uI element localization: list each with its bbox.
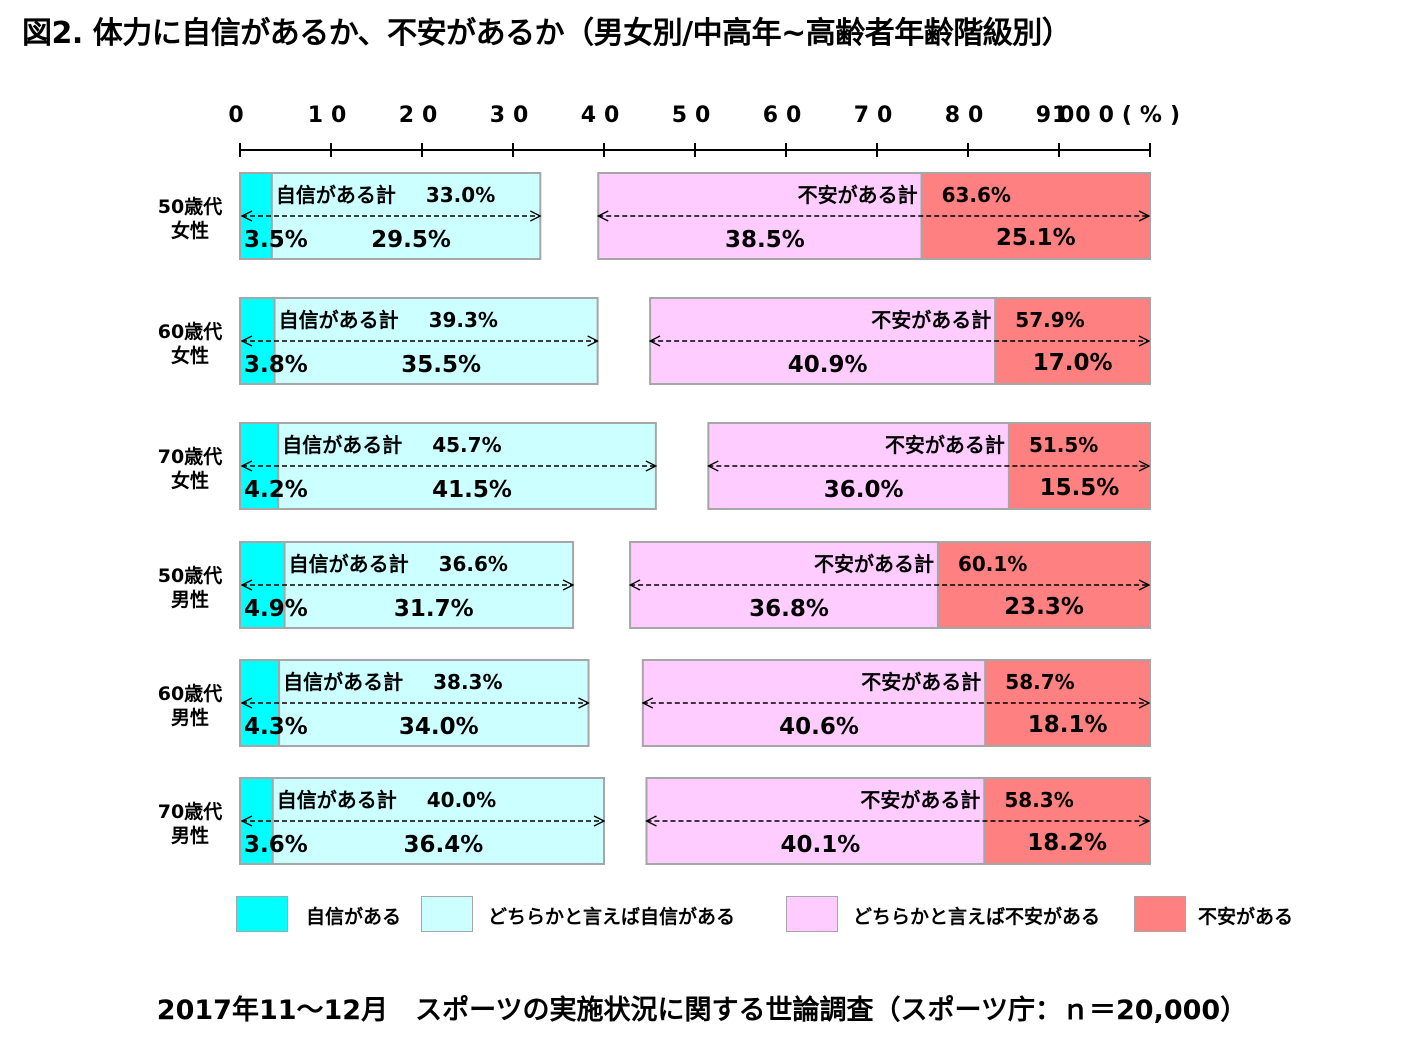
value-label-somewhat-anxious: 36.0% xyxy=(824,477,904,503)
x-tick-label: 90 xyxy=(1036,103,1083,128)
x-tick-label: 40 xyxy=(581,103,628,128)
value-label-somewhat-confident: 31.7% xyxy=(394,596,474,622)
value-label-somewhat-confident: 41.5% xyxy=(432,477,512,503)
anxious-total-label: 不安がある計 xyxy=(798,183,918,207)
value-label-somewhat-anxious: 40.9% xyxy=(788,352,868,378)
value-label-confident: 4.3% xyxy=(244,714,308,740)
anxious-total-value: 63.6% xyxy=(942,183,1011,207)
category-label: 70歳代 xyxy=(158,801,222,823)
anxious-total-label: 不安がある計 xyxy=(814,552,934,576)
value-label-anxious: 25.1% xyxy=(996,225,1076,251)
category-label: 女性 xyxy=(171,469,209,492)
legend-label: 自信がある xyxy=(306,906,402,928)
x-tick-label: 70 xyxy=(854,103,901,128)
category-label: 50歳代 xyxy=(158,196,222,218)
x-tick-label: 0 xyxy=(228,103,251,128)
category-label: 女性 xyxy=(171,344,209,367)
confident-total-value: 38.3% xyxy=(433,670,502,694)
legend-swatch xyxy=(421,896,473,932)
x-tick-label: 30 xyxy=(490,103,537,128)
legend-label: どちらかと言えば自信がある xyxy=(488,906,736,928)
category-label: 男性 xyxy=(171,706,209,729)
x-tick-label: 80 xyxy=(945,103,992,128)
anxious-total-value: 51.5% xyxy=(1029,433,1098,457)
value-label-somewhat-confident: 35.5% xyxy=(401,352,481,378)
legend-swatch xyxy=(1134,896,1186,932)
legend: 自信がある どちらかと言えば自信がある どちらかと言えば不安がある 不安がある xyxy=(236,893,1396,937)
category-label: 60歳代 xyxy=(158,683,222,705)
anxious-total-label: 不安がある計 xyxy=(861,670,981,694)
legend-label: 不安がある xyxy=(1198,906,1294,928)
x-tick-label: 20 xyxy=(399,103,446,128)
value-label-somewhat-confident: 36.4% xyxy=(403,832,483,858)
legend-swatch xyxy=(786,896,838,932)
value-label-anxious: 15.5% xyxy=(1040,475,1120,501)
value-label-confident: 3.6% xyxy=(244,832,308,858)
confident-total-label: 自信がある計 xyxy=(283,670,403,694)
value-label-confident: 4.2% xyxy=(244,477,308,503)
value-label-somewhat-anxious: 38.5% xyxy=(725,227,805,253)
category-label: 60歳代 xyxy=(158,321,222,343)
legend-label: どちらかと言えば不安がある xyxy=(853,906,1101,928)
value-label-anxious: 17.0% xyxy=(1033,350,1113,376)
source-note: 2017年11～12月 スポーツの実施状況に関する世論調査（スポーツ庁：ｎ＝20… xyxy=(156,995,1248,1026)
x-tick-label: 60 xyxy=(763,103,810,128)
confident-total-label: 自信がある計 xyxy=(276,183,396,207)
value-label-somewhat-confident: 29.5% xyxy=(371,227,451,253)
category-label: 女性 xyxy=(171,219,209,242)
category-label: 70歳代 xyxy=(158,446,222,468)
confident-total-label: 自信がある計 xyxy=(289,552,409,576)
anxious-total-label: 不安がある計 xyxy=(860,788,980,812)
anxious-total-label: 不安がある計 xyxy=(871,308,991,332)
x-tick-label: 100(%) xyxy=(1052,103,1188,128)
confident-total-value: 36.6% xyxy=(439,552,508,576)
anxious-total-value: 58.3% xyxy=(1004,788,1073,812)
value-label-anxious: 18.1% xyxy=(1028,712,1108,738)
value-label-somewhat-anxious: 40.1% xyxy=(781,832,861,858)
value-label-somewhat-anxious: 40.6% xyxy=(779,714,859,740)
anxious-total-value: 60.1% xyxy=(958,552,1027,576)
value-label-confident: 3.5% xyxy=(244,227,308,253)
confident-total-label: 自信がある計 xyxy=(279,308,399,332)
value-label-confident: 4.9% xyxy=(244,596,308,622)
anxious-total-label: 不安がある計 xyxy=(885,433,1005,457)
x-tick-label: 50 xyxy=(672,103,719,128)
category-label: 50歳代 xyxy=(158,565,222,587)
anxious-total-value: 58.7% xyxy=(1005,670,1074,694)
value-label-anxious: 23.3% xyxy=(1004,594,1084,620)
anxious-total-value: 57.9% xyxy=(1015,308,1084,332)
value-label-anxious: 18.2% xyxy=(1027,830,1107,856)
confident-total-value: 45.7% xyxy=(432,433,501,457)
confident-total-value: 33.0% xyxy=(426,183,495,207)
category-label: 男性 xyxy=(171,588,209,611)
confident-total-value: 39.3% xyxy=(429,308,498,332)
confident-total-label: 自信がある計 xyxy=(277,788,397,812)
confident-total-value: 40.0% xyxy=(427,788,496,812)
value-label-confident: 3.8% xyxy=(244,352,308,378)
value-label-somewhat-anxious: 36.8% xyxy=(749,596,829,622)
legend-swatch xyxy=(236,896,288,932)
chart-title: 図2. 体力に自信があるか、不安があるか（男女別/中高年~高齢者年齢階級別） xyxy=(22,16,1072,51)
value-label-somewhat-confident: 34.0% xyxy=(399,714,479,740)
x-tick-label: 10 xyxy=(308,103,355,128)
category-label: 男性 xyxy=(171,824,209,847)
confident-total-label: 自信がある計 xyxy=(282,433,402,457)
